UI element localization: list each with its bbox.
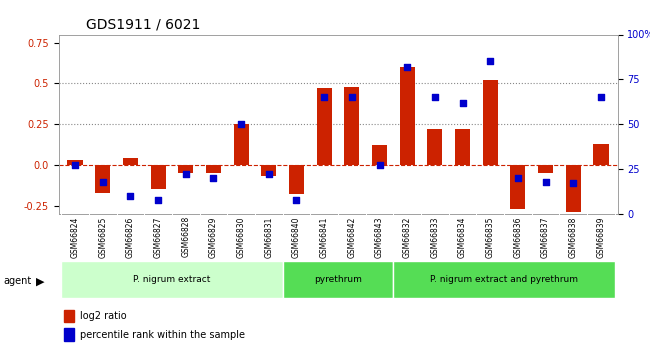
Point: [485, 59, 495, 64]
Text: GSM66824: GSM66824: [71, 216, 79, 257]
FancyBboxPatch shape: [61, 261, 283, 298]
Bar: [289, 165, 304, 194]
FancyBboxPatch shape: [283, 261, 393, 298]
Point: [346, 95, 357, 100]
Point: [208, 175, 218, 181]
Point: [70, 163, 81, 168]
Text: GSM66843: GSM66843: [375, 216, 384, 258]
Bar: [455, 129, 470, 165]
Point: [153, 197, 163, 202]
Text: GSM66827: GSM66827: [153, 216, 162, 257]
Bar: [372, 145, 387, 165]
Text: P. nigrum extract and pyrethrum: P. nigrum extract and pyrethrum: [430, 275, 578, 284]
Text: GSM66832: GSM66832: [403, 216, 411, 257]
Point: [291, 197, 302, 202]
Point: [319, 95, 330, 100]
Text: GSM66839: GSM66839: [597, 216, 605, 258]
Text: ▶: ▶: [36, 276, 44, 286]
Text: GDS1911 / 6021: GDS1911 / 6021: [86, 18, 201, 32]
Point: [595, 95, 606, 100]
Bar: [178, 165, 194, 173]
Text: GSM66833: GSM66833: [430, 216, 439, 258]
Bar: [261, 165, 276, 176]
Bar: [427, 129, 443, 165]
Text: GSM66830: GSM66830: [237, 216, 246, 258]
Text: GSM66836: GSM66836: [514, 216, 523, 258]
Bar: [95, 165, 110, 193]
Bar: [593, 144, 608, 165]
Point: [540, 179, 551, 184]
Bar: [64, 328, 74, 341]
Bar: [482, 80, 498, 165]
Text: agent: agent: [3, 276, 31, 286]
Text: GSM66826: GSM66826: [126, 216, 135, 257]
Text: GSM66841: GSM66841: [320, 216, 329, 257]
Text: GSM66834: GSM66834: [458, 216, 467, 258]
Point: [181, 172, 191, 177]
Text: pyrethrum: pyrethrum: [314, 275, 362, 284]
Bar: [566, 165, 581, 212]
FancyBboxPatch shape: [393, 261, 615, 298]
Point: [236, 121, 246, 127]
Point: [430, 95, 440, 100]
Bar: [510, 165, 525, 209]
Bar: [64, 310, 74, 322]
Bar: [151, 165, 166, 189]
Text: GSM66842: GSM66842: [347, 216, 356, 257]
Text: GSM66840: GSM66840: [292, 216, 301, 258]
Bar: [538, 165, 553, 173]
Point: [125, 193, 136, 199]
Bar: [68, 160, 83, 165]
Bar: [233, 124, 249, 165]
Text: GSM66828: GSM66828: [181, 216, 190, 257]
Text: GSM66825: GSM66825: [98, 216, 107, 257]
Point: [513, 175, 523, 181]
Bar: [317, 88, 332, 165]
Point: [568, 181, 578, 186]
Bar: [206, 165, 221, 173]
Point: [98, 179, 108, 184]
Point: [458, 100, 468, 106]
Text: GSM66835: GSM66835: [486, 216, 495, 258]
Text: log2 ratio: log2 ratio: [80, 311, 126, 321]
Bar: [123, 158, 138, 165]
Point: [264, 172, 274, 177]
Text: GSM66829: GSM66829: [209, 216, 218, 257]
Text: GSM66831: GSM66831: [265, 216, 273, 257]
Text: percentile rank within the sample: percentile rank within the sample: [80, 330, 245, 339]
Point: [374, 163, 385, 168]
Text: GSM66838: GSM66838: [569, 216, 578, 257]
Text: P. nigrum extract: P. nigrum extract: [133, 275, 211, 284]
Point: [402, 64, 412, 70]
Text: GSM66837: GSM66837: [541, 216, 550, 258]
Bar: [344, 87, 359, 165]
Bar: [400, 67, 415, 165]
